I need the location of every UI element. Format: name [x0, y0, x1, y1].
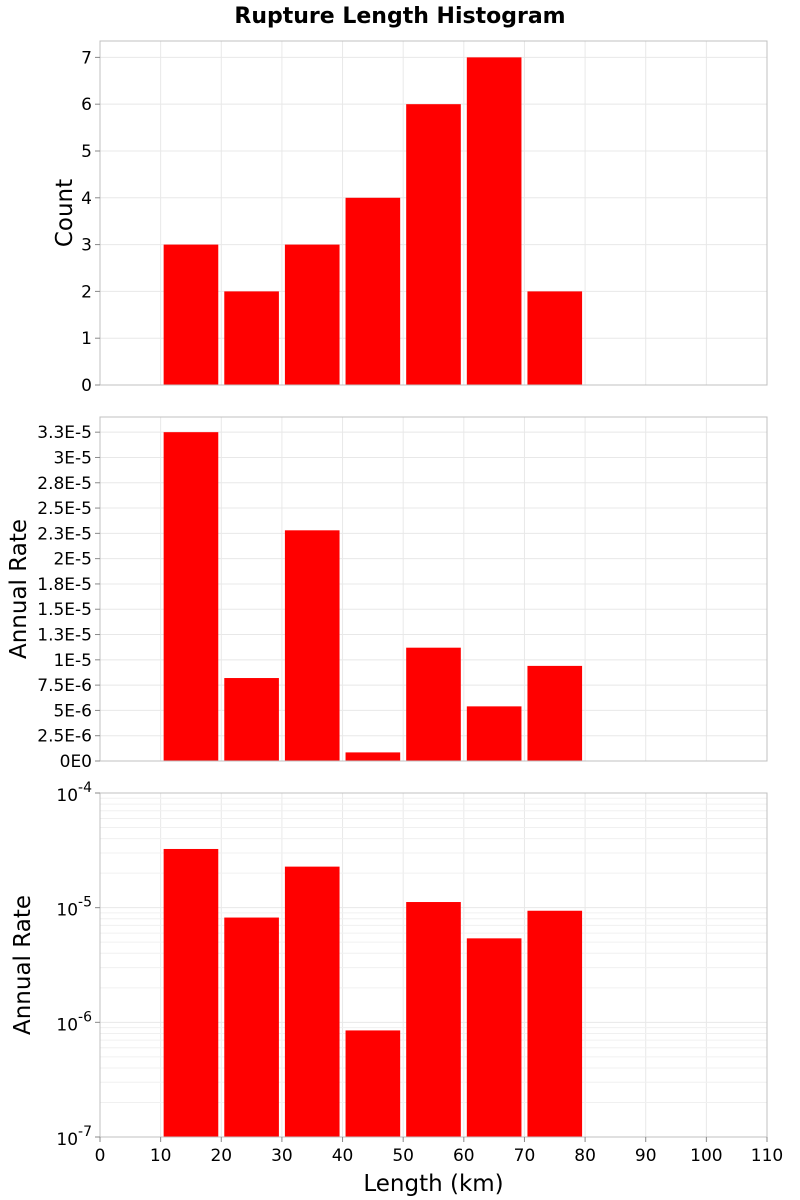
y-tick-label: 2.3E-5: [37, 524, 92, 544]
y-tick-label: 4: [81, 189, 92, 209]
y-tick-exponent: -4: [78, 780, 92, 796]
bar-5: [406, 104, 461, 386]
bar-7: [527, 910, 583, 1137]
x-tick-label: 10: [150, 1146, 172, 1166]
y-tick-label: 0: [81, 376, 92, 396]
panel-3: 10-710-610-510-40 10 20 30 40 50 60 70 80 90 100 11…: [10, 780, 783, 1197]
y-tick-base: 10: [56, 1130, 78, 1150]
x-tick-label: 0: [95, 1146, 106, 1166]
x-tick-label: 50: [392, 1146, 414, 1166]
y-tick-label: 5: [81, 142, 92, 162]
bar-1: [163, 244, 219, 385]
y-tick-label: 1: [81, 329, 92, 349]
panel-1: 0 1 2 3 4 5 6 7 Count: [52, 40, 768, 396]
y-tick-label: 1.5E-5: [37, 600, 92, 620]
y-tick-base: 10: [56, 1015, 78, 1035]
y-tick-label: 1.8E-5: [37, 575, 92, 595]
y-tick-label: 5E-6: [53, 701, 92, 721]
y-tick-label: 0E0: [60, 752, 92, 772]
y-tick-label: 3.3E-5: [37, 423, 92, 443]
y-tick-label: 2.5E-6: [37, 727, 92, 747]
y-tick-label: 2E-5: [53, 550, 92, 570]
bar-4: [345, 197, 401, 385]
x-tick-label: 20: [210, 1146, 232, 1166]
bar-4: [345, 752, 401, 761]
bar-3: [284, 244, 340, 385]
bar-2: [224, 917, 279, 1137]
y-axis-title: Annual Rate: [6, 519, 32, 659]
y-tick-label: 10-6: [56, 1009, 92, 1035]
bar-6: [466, 57, 522, 385]
x-tick-label: 80: [574, 1146, 596, 1166]
plot-frame: [99, 40, 768, 386]
y-tick-label: 1E-5: [53, 651, 92, 671]
x-axis-title: Length (km): [363, 1171, 503, 1197]
plot-frame: [99, 792, 768, 1138]
bar-3: [284, 866, 340, 1137]
bar-4: [345, 1030, 401, 1137]
bar-5: [406, 902, 461, 1137]
y-tick-label: 3E-5: [53, 448, 92, 468]
y-tick-exponent: -6: [78, 1009, 92, 1025]
plot-frame: [99, 416, 768, 762]
panel-2: 0E0 2.5E-6 5E-6 7.5E-6 1E-5 1.3E-5 1.5E-5 1.8E-…: [6, 416, 768, 772]
y-tick-label: 7.5E-6: [37, 676, 92, 696]
y-tick-exponent: -7: [78, 1124, 92, 1140]
y-tick-label: 3: [81, 236, 92, 256]
y-tick-label: 1.3E-5: [37, 626, 92, 646]
bar-5: [406, 647, 461, 761]
y-tick-label: 6: [81, 95, 92, 115]
bar-2: [224, 291, 279, 385]
x-tick-label: 90: [635, 1146, 657, 1166]
bar-6: [466, 938, 522, 1137]
bar-1: [163, 432, 219, 761]
y-tick-label: 10-5: [56, 895, 92, 921]
x-tick-label: 30: [271, 1146, 293, 1166]
x-tick-label: 70: [514, 1146, 536, 1166]
chart-title: Rupture Length Histogram: [234, 4, 565, 29]
bar-7: [527, 291, 583, 385]
bar-3: [284, 530, 340, 761]
bar-7: [527, 665, 583, 761]
y-tick-label: 10-7: [56, 1124, 92, 1150]
y-tick-label: 2.8E-5: [37, 474, 92, 494]
y-tick-label: 10-4: [56, 780, 92, 806]
bar-2: [224, 678, 279, 761]
x-tick-label: 60: [453, 1146, 475, 1166]
bar-6: [466, 706, 522, 761]
x-tick-label: 100: [690, 1146, 722, 1166]
y-tick-exponent: -5: [78, 895, 92, 911]
y-tick-label: 2: [81, 282, 92, 302]
y-tick-base: 10: [56, 901, 78, 921]
y-tick-label: 7: [81, 48, 92, 68]
y-axis-title: Annual Rate: [10, 895, 36, 1035]
bar-1: [163, 848, 219, 1137]
x-tick-label: 110: [751, 1146, 783, 1166]
x-tick-label: 40: [332, 1146, 354, 1166]
y-tick-base: 10: [56, 786, 78, 806]
y-tick-label: 2.5E-5: [37, 499, 92, 519]
y-axis-title: Count: [52, 179, 78, 247]
